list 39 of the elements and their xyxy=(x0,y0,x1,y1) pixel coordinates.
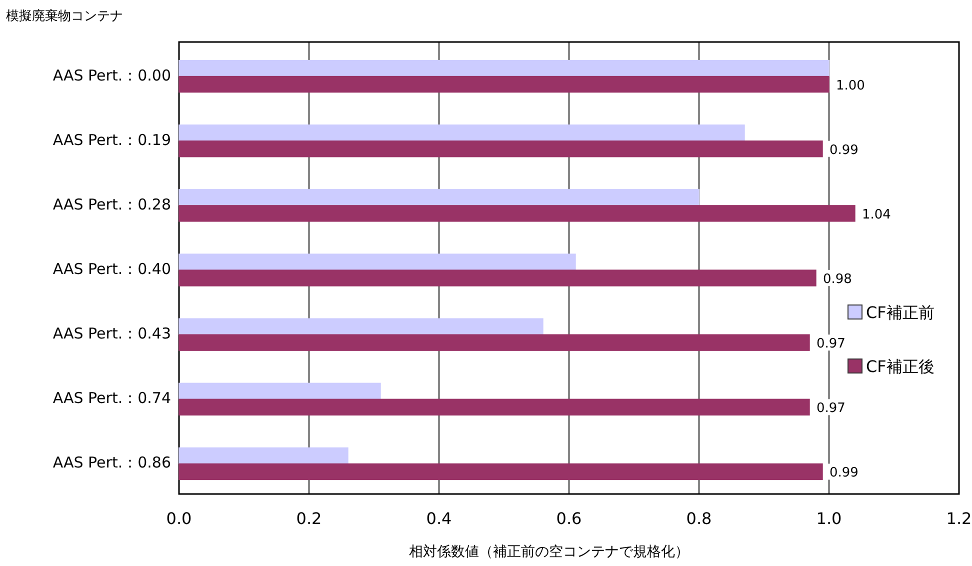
y-tick-label: AAS Pert.：0.40 xyxy=(52,260,171,278)
x-tick-label: 1.2 xyxy=(946,509,972,528)
bar xyxy=(178,189,700,206)
data-label: 0.99 xyxy=(830,142,858,158)
bar xyxy=(178,334,810,351)
x-axis-title: 相対係数値（補正前の空コンテナで規格化） xyxy=(409,544,689,560)
y-tick-label: AAS Pert.：0.00 xyxy=(52,66,171,84)
bar xyxy=(178,60,830,77)
y-tick-label: AAS Pert.：0.19 xyxy=(52,130,171,149)
y-tick-label: AAS Pert.：0.74 xyxy=(52,389,171,408)
data-label: 1.04 xyxy=(862,207,891,222)
data-label: 0.98 xyxy=(823,272,852,287)
x-tick-label: 0.4 xyxy=(426,509,452,528)
y-axis-title: 模擬廃棄物コンテナ xyxy=(6,8,123,24)
bar xyxy=(178,140,823,158)
bar xyxy=(178,270,816,286)
x-tick-label: 0.2 xyxy=(296,509,322,528)
bar xyxy=(178,76,830,93)
legend-label: CF補正後 xyxy=(866,357,934,376)
y-tick-label: AAS Pert.：0.28 xyxy=(52,195,171,214)
y-tick-label: AAS Pert.：0.43 xyxy=(52,324,171,343)
x-tick-label: 1.0 xyxy=(816,509,842,528)
bar xyxy=(178,447,348,464)
bar xyxy=(178,463,823,480)
x-tick-label: 0.8 xyxy=(686,509,712,528)
bar xyxy=(178,318,544,335)
data-label: 0.99 xyxy=(830,466,858,481)
data-label: 0.97 xyxy=(816,336,846,352)
x-tick-label: 0.0 xyxy=(166,509,192,528)
y-tick-label: AAS Pert.：0.86 xyxy=(52,454,171,472)
bar xyxy=(178,205,856,222)
bar xyxy=(178,124,745,142)
data-label: 1.00 xyxy=(836,78,865,94)
legend-label: CF補正前 xyxy=(866,303,934,322)
bar xyxy=(178,382,381,400)
x-tick-label: 0.6 xyxy=(556,509,582,528)
bar xyxy=(178,254,576,270)
bar xyxy=(178,398,810,416)
data-label: 0.97 xyxy=(816,401,846,416)
